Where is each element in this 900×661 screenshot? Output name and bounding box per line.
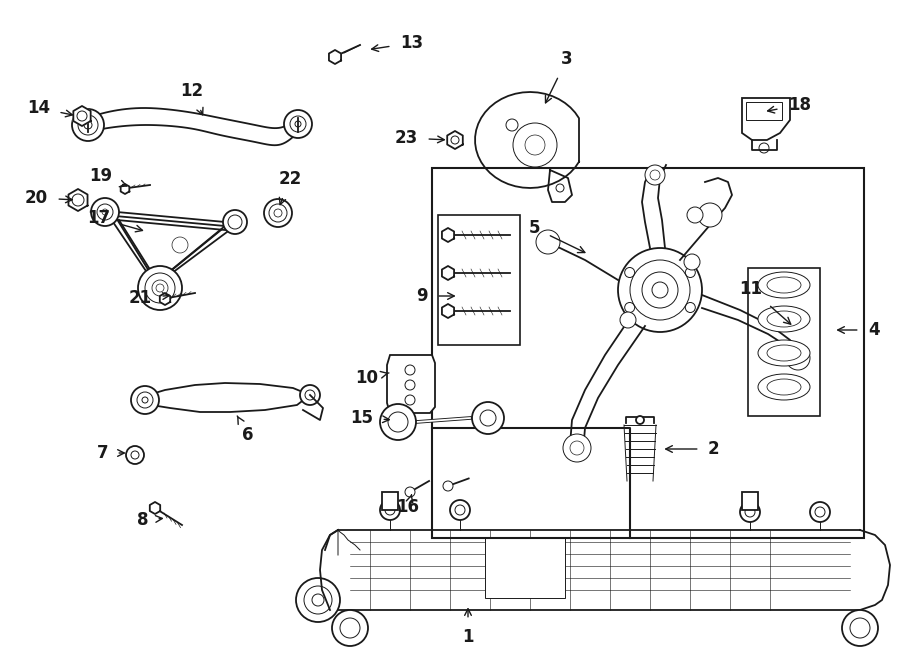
Polygon shape (475, 92, 579, 188)
Circle shape (223, 210, 247, 234)
Polygon shape (548, 170, 572, 202)
Circle shape (636, 416, 644, 424)
Circle shape (296, 578, 340, 622)
Circle shape (684, 254, 700, 270)
Text: 3: 3 (545, 50, 572, 103)
Circle shape (563, 434, 591, 462)
Ellipse shape (758, 374, 810, 400)
Circle shape (645, 165, 665, 185)
Text: 18: 18 (768, 96, 811, 114)
Polygon shape (442, 304, 454, 318)
Circle shape (405, 487, 415, 497)
Circle shape (620, 312, 636, 328)
Circle shape (295, 121, 301, 127)
Text: 4: 4 (838, 321, 879, 339)
Circle shape (131, 386, 159, 414)
Circle shape (536, 230, 560, 254)
Bar (742, 492, 758, 510)
Text: 8: 8 (137, 511, 162, 529)
Text: 9: 9 (417, 287, 454, 305)
Text: 6: 6 (238, 416, 254, 444)
Text: 22: 22 (278, 170, 302, 205)
Circle shape (84, 121, 92, 129)
Circle shape (380, 500, 400, 520)
Text: 20: 20 (25, 189, 72, 207)
Bar (438, 215, 520, 345)
Text: 23: 23 (395, 129, 445, 147)
Circle shape (274, 209, 282, 217)
Text: 10: 10 (355, 369, 389, 387)
Circle shape (91, 198, 119, 226)
Circle shape (652, 282, 668, 298)
Circle shape (513, 123, 557, 167)
Ellipse shape (758, 272, 810, 298)
Polygon shape (149, 502, 160, 514)
Bar (432, 168, 864, 538)
Bar (746, 102, 782, 120)
Polygon shape (387, 355, 435, 413)
Circle shape (472, 402, 504, 434)
Text: 21: 21 (129, 289, 169, 307)
Text: 19: 19 (89, 167, 127, 186)
Text: 13: 13 (372, 34, 423, 52)
Text: 11: 11 (740, 280, 791, 324)
Bar (748, 268, 820, 416)
Circle shape (810, 502, 830, 522)
Text: 1: 1 (463, 609, 473, 646)
Circle shape (284, 110, 312, 138)
Text: 15: 15 (350, 409, 390, 427)
Polygon shape (447, 131, 463, 149)
Ellipse shape (758, 306, 810, 332)
Circle shape (443, 481, 453, 491)
Circle shape (786, 346, 810, 370)
Circle shape (300, 385, 320, 405)
Bar (485, 538, 565, 598)
Polygon shape (73, 106, 91, 126)
Polygon shape (160, 293, 170, 305)
Circle shape (618, 248, 702, 332)
Circle shape (126, 446, 144, 464)
Polygon shape (442, 228, 454, 242)
Text: 7: 7 (96, 444, 124, 462)
Text: 16: 16 (397, 495, 419, 516)
Text: 2: 2 (666, 440, 720, 458)
Polygon shape (328, 50, 341, 64)
Bar (382, 492, 398, 510)
Circle shape (687, 207, 703, 223)
Ellipse shape (758, 340, 810, 366)
Polygon shape (115, 216, 225, 276)
Circle shape (152, 280, 168, 296)
Circle shape (72, 109, 104, 141)
Circle shape (138, 266, 182, 310)
Circle shape (142, 397, 148, 403)
Circle shape (740, 502, 760, 522)
Circle shape (156, 284, 164, 292)
Circle shape (264, 199, 292, 227)
Circle shape (450, 500, 470, 520)
Circle shape (332, 610, 368, 646)
Circle shape (380, 404, 416, 440)
Text: 17: 17 (87, 209, 142, 232)
Circle shape (842, 610, 878, 646)
Text: 12: 12 (180, 82, 203, 115)
Text: 14: 14 (27, 99, 72, 117)
Polygon shape (68, 189, 87, 211)
Circle shape (698, 203, 722, 227)
Polygon shape (442, 266, 454, 280)
Polygon shape (742, 98, 790, 140)
Polygon shape (121, 184, 130, 194)
Text: 5: 5 (528, 219, 585, 253)
